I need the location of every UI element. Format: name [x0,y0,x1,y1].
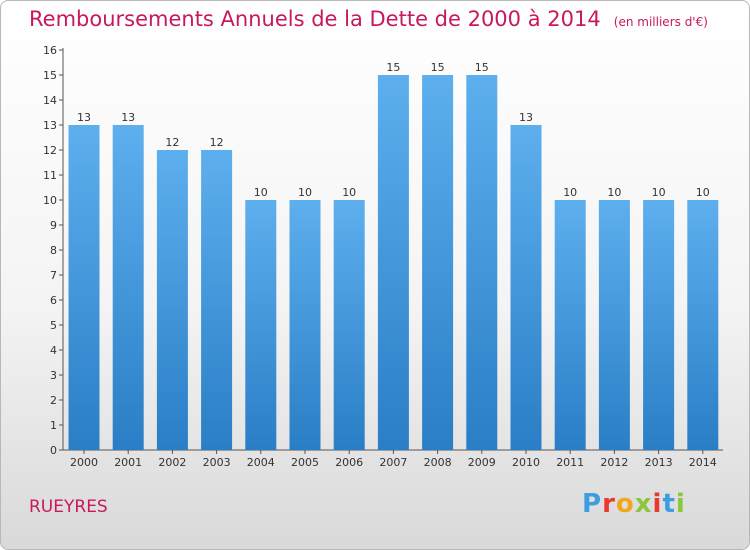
y-tick-label: 14 [43,94,57,107]
value-label: 15 [431,61,445,74]
bar [112,125,144,450]
logo-letter: o [615,489,635,519]
x-tick-label: 2007 [379,456,407,469]
x-tick-label: 2005 [291,456,319,469]
y-tick-label: 6 [50,294,57,307]
bar [245,200,277,450]
bar [377,75,409,450]
value-label: 10 [254,186,268,199]
x-tick-label: 2003 [203,456,231,469]
bar [554,200,586,450]
y-tick-label: 12 [43,144,57,157]
y-tick-label: 5 [50,319,57,332]
y-tick-label: 11 [43,169,57,182]
x-tick-label: 2012 [600,456,628,469]
bar [643,200,675,450]
y-tick-label: 0 [50,444,57,457]
y-tick-label: 15 [43,69,57,82]
logo-letter: t [662,489,676,519]
y-tick-label: 7 [50,269,57,282]
bar [156,150,188,450]
logo-letter: r [602,489,616,519]
x-tick-label: 2002 [158,456,186,469]
logo-letter: x [634,489,653,519]
value-label: 10 [696,186,710,199]
value-label: 13 [121,111,135,124]
value-label: 10 [652,186,666,199]
logo-letter: i [675,489,686,519]
value-label: 10 [342,186,356,199]
bar [598,200,630,450]
x-tick-label: 2008 [424,456,452,469]
bar [466,75,498,450]
x-tick-label: 2001 [114,456,142,469]
x-tick-label: 2014 [689,456,717,469]
y-tick-label: 2 [50,394,57,407]
logo-letter: P [582,489,603,519]
y-tick-label: 4 [50,344,57,357]
value-label: 10 [298,186,312,199]
value-label: 13 [77,111,91,124]
place-name: RUEYRES [29,497,108,517]
chart-subtitle: (en milliers d'€) [613,15,708,29]
value-label: 15 [475,61,489,74]
bar [68,125,100,450]
proxiti-logo: Proxiti [582,489,686,519]
bars [68,75,719,450]
x-tick-label: 2009 [468,456,496,469]
value-label: 12 [165,136,179,149]
bar [333,200,365,450]
bar [687,200,719,450]
bar [201,150,233,450]
x-tick-label: 2011 [556,456,584,469]
y-tick-label: 1 [50,419,57,432]
x-tick-label: 2013 [645,456,673,469]
logo-letter: i [652,489,663,519]
title-line: Remboursements Annuels de la Dette de 20… [29,7,708,31]
y-tick-label: 10 [43,194,57,207]
bar [289,200,321,450]
value-label: 13 [519,111,533,124]
chart-title: Remboursements Annuels de la Dette de 20… [29,7,601,31]
x-tick-label: 2000 [70,456,98,469]
y-tick-label: 8 [50,244,57,257]
value-label: 15 [386,61,400,74]
labels: 13 2000 13 2001 12 2002 12 2003 10 2004 10 2005 10 20… [70,61,717,469]
x-tick-label: 2006 [335,456,363,469]
x-tick-label: 2010 [512,456,540,469]
y-tick-label: 9 [50,219,57,232]
bar [510,125,542,450]
value-label: 12 [210,136,224,149]
value-label: 10 [563,186,577,199]
bar [422,75,454,450]
y-tick-label: 13 [43,119,57,132]
x-tick-label: 2004 [247,456,275,469]
y-tick-label: 16 [43,44,57,57]
y-tick-label: 3 [50,369,57,382]
value-label: 10 [607,186,621,199]
